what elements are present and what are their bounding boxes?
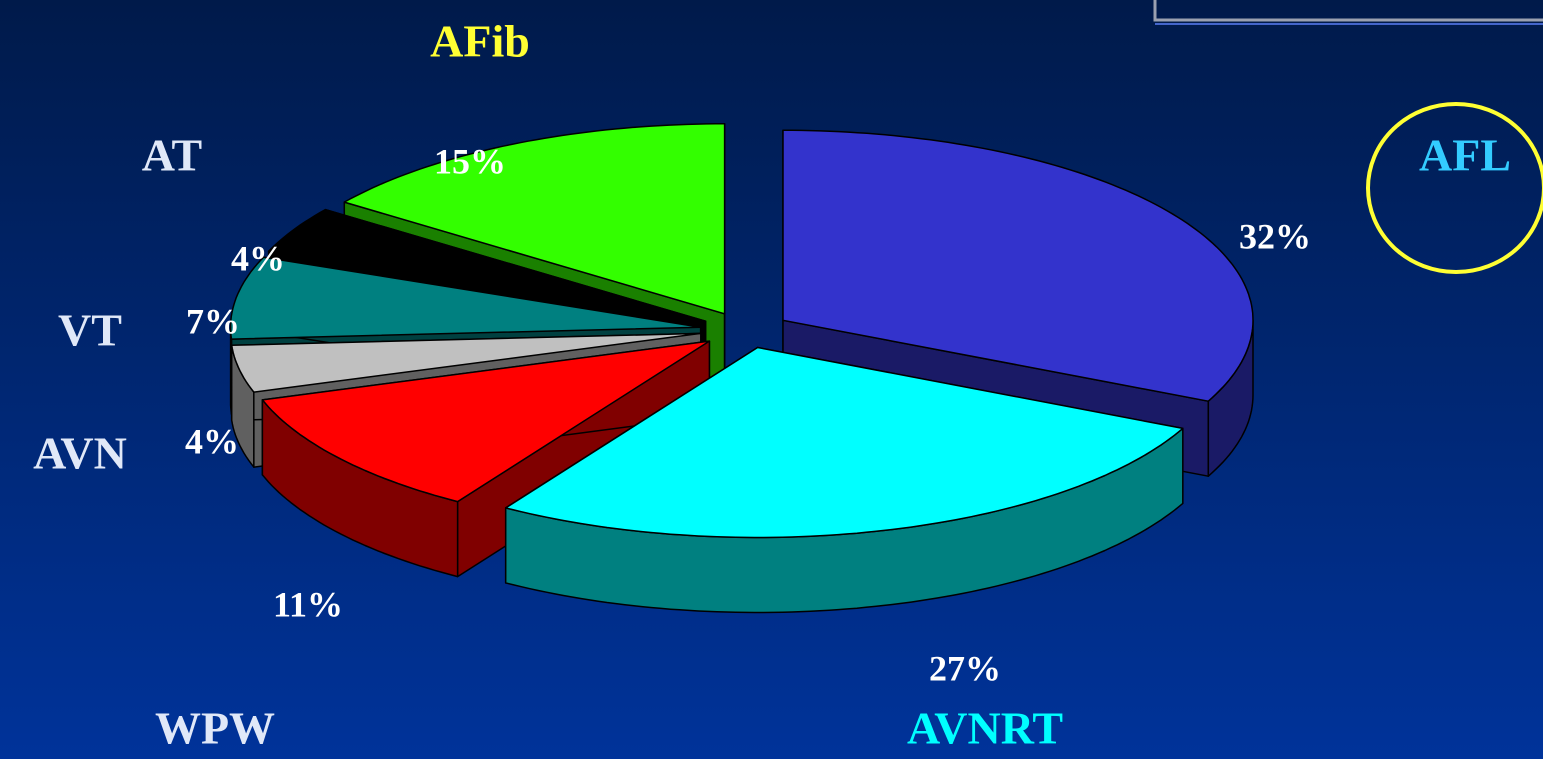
category-label: AFL	[1419, 130, 1511, 181]
labels: AFL 32% AVNRT 27% WPW 11% AVN 4% VT 7% AT 4% AFib 15%	[33, 16, 1511, 754]
category-label: WPW	[155, 703, 275, 754]
category-label: AFib	[430, 16, 530, 67]
corner-box	[1153, 0, 1543, 22]
slice	[230, 332, 702, 393]
value-label: 11%	[273, 584, 343, 624]
category-label: VT	[58, 305, 122, 356]
slice	[504, 346, 1184, 539]
pie	[229, 123, 1254, 614]
value-label: 27%	[929, 648, 1001, 688]
highlight-circle	[1366, 102, 1543, 274]
slice	[343, 123, 726, 315]
category-label: AVNRT	[907, 703, 1063, 754]
slice	[504, 346, 1184, 614]
slice	[229, 256, 702, 340]
slice	[782, 129, 1254, 402]
slice	[267, 208, 707, 322]
value-label: 4%	[185, 421, 239, 461]
value-label: 4%	[231, 238, 285, 278]
category-label: AT	[142, 130, 203, 181]
value-label: 7%	[186, 301, 240, 341]
value-label: 32%	[1239, 216, 1311, 256]
slice	[261, 340, 711, 503]
category-label: AVN	[33, 428, 127, 479]
value-label: 15%	[434, 141, 506, 181]
